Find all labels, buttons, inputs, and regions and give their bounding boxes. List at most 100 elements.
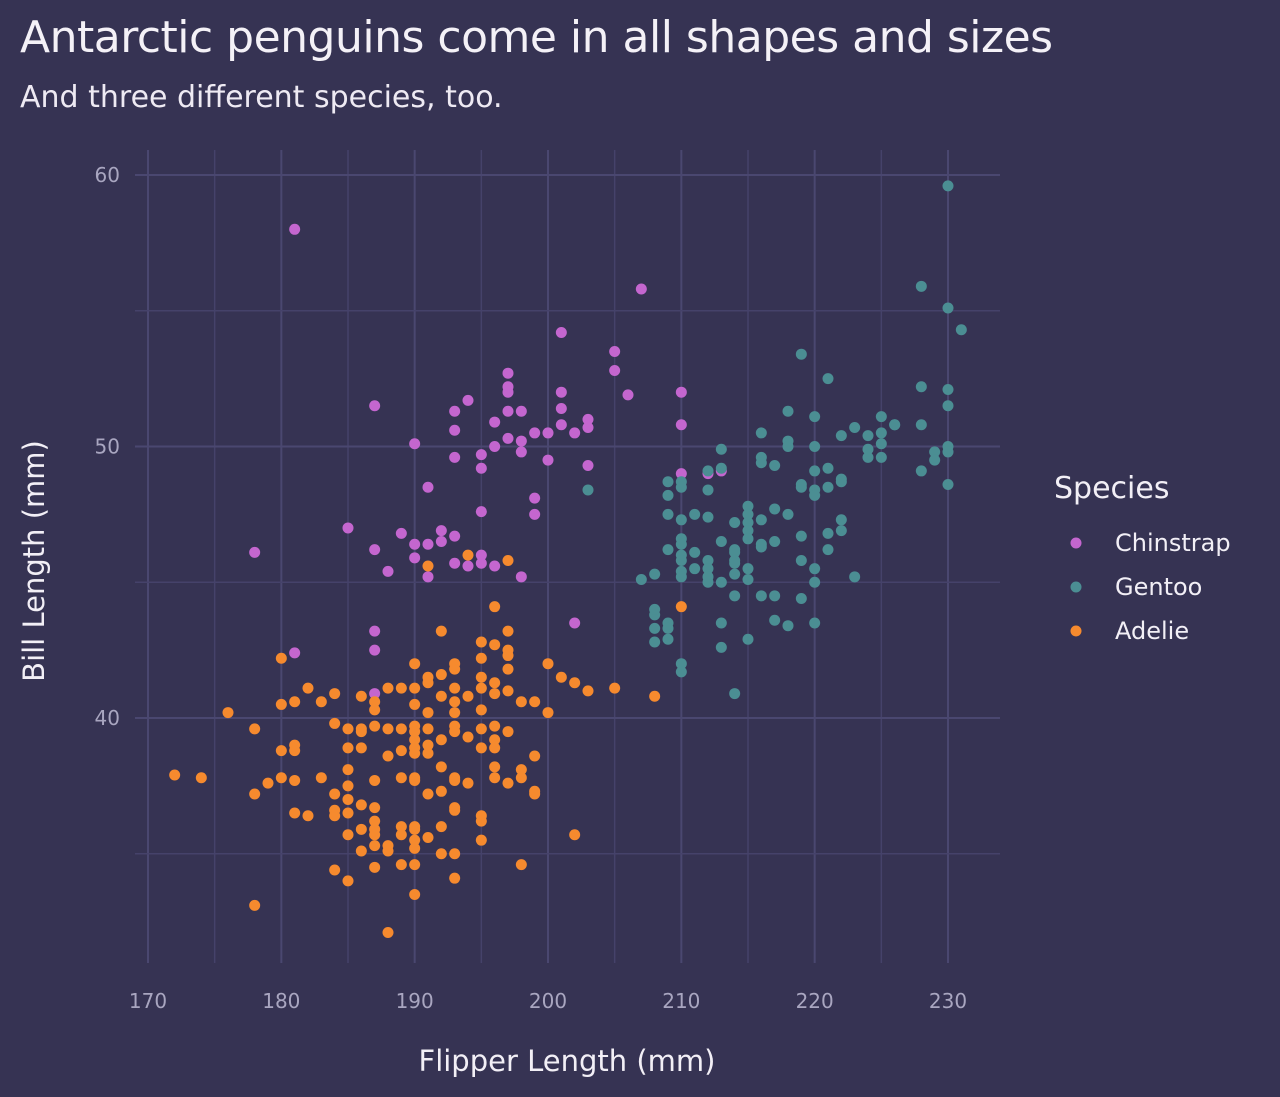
data-point-adelie: [289, 774, 301, 786]
data-point-gentoo: [809, 576, 821, 588]
data-point-adelie: [262, 777, 274, 789]
data-point-adelie: [249, 788, 261, 800]
data-point-gentoo: [742, 525, 754, 537]
data-point-chinstrap: [582, 460, 594, 472]
data-point-chinstrap: [555, 386, 567, 398]
data-point-adelie: [489, 677, 501, 689]
data-point-chinstrap: [582, 413, 594, 425]
x-tick-label: 230: [929, 989, 967, 1013]
data-point-adelie: [475, 652, 487, 664]
data-point-adelie: [515, 772, 527, 784]
data-point-adelie: [382, 845, 394, 857]
data-points: [169, 180, 967, 938]
data-point-adelie: [395, 723, 407, 735]
data-point-adelie: [529, 696, 541, 708]
data-point-chinstrap: [542, 427, 554, 439]
data-point-adelie: [489, 688, 501, 700]
data-point-adelie: [462, 731, 474, 743]
data-point-adelie: [435, 690, 447, 702]
data-point-adelie: [475, 834, 487, 846]
data-point-chinstrap: [422, 538, 434, 550]
data-point-adelie: [409, 821, 421, 833]
data-point-chinstrap: [475, 449, 487, 461]
data-point-adelie: [315, 696, 327, 708]
data-point-gentoo: [742, 517, 754, 529]
chart-subtitle: And three different species, too.: [20, 80, 503, 115]
data-point-gentoo: [662, 476, 674, 488]
data-point-adelie: [329, 717, 341, 729]
data-point-gentoo: [769, 614, 781, 626]
data-point-adelie: [502, 625, 514, 637]
data-point-adelie: [489, 772, 501, 784]
data-point-gentoo: [662, 508, 674, 520]
data-point-adelie: [395, 745, 407, 757]
data-point-chinstrap: [369, 688, 381, 700]
data-point-chinstrap: [475, 549, 487, 561]
data-point-chinstrap: [462, 560, 474, 572]
data-point-gentoo: [649, 603, 661, 615]
data-point-chinstrap: [555, 419, 567, 431]
data-point-adelie: [502, 777, 514, 789]
data-point-gentoo: [729, 546, 741, 558]
data-point-chinstrap: [249, 546, 261, 558]
legend-key-adelie: [1070, 625, 1082, 637]
data-point-adelie: [475, 815, 487, 827]
data-point-gentoo: [929, 454, 941, 466]
data-point-adelie: [409, 658, 421, 670]
data-point-chinstrap: [529, 492, 541, 504]
data-point-gentoo: [782, 441, 794, 452]
data-point-chinstrap: [635, 283, 647, 295]
data-point-adelie: [422, 788, 434, 800]
data-point-chinstrap: [502, 386, 514, 398]
legend-key-gentoo: [1070, 581, 1082, 593]
data-point-gentoo: [809, 441, 821, 452]
data-point-adelie: [515, 764, 527, 776]
legend-title: Species: [1054, 471, 1169, 506]
data-point-adelie: [422, 723, 434, 735]
data-point-gentoo: [835, 514, 847, 526]
data-point-adelie: [382, 926, 394, 938]
data-point-gentoo: [835, 476, 847, 488]
data-point-gentoo: [662, 489, 674, 501]
data-point-adelie: [342, 742, 354, 754]
data-point-adelie: [355, 690, 367, 702]
data-point-adelie: [409, 726, 421, 738]
data-point-adelie: [329, 788, 341, 800]
grid: [135, 150, 1000, 963]
data-point-adelie: [275, 745, 287, 757]
data-point-gentoo: [649, 636, 661, 648]
data-point-adelie: [395, 772, 407, 784]
data-point-chinstrap: [675, 419, 687, 431]
data-point-adelie: [355, 742, 367, 754]
data-point-gentoo: [809, 411, 821, 423]
data-point-chinstrap: [675, 468, 687, 480]
data-point-adelie: [502, 663, 514, 675]
data-point-chinstrap: [449, 530, 461, 542]
data-point-gentoo: [769, 503, 781, 515]
data-point-gentoo: [755, 590, 767, 602]
data-point-gentoo: [755, 427, 767, 439]
data-point-adelie: [529, 788, 541, 800]
data-point-adelie: [449, 726, 461, 738]
data-point-adelie: [489, 720, 501, 732]
data-point-adelie: [369, 704, 381, 716]
data-point-adelie: [342, 764, 354, 776]
data-point-adelie: [315, 772, 327, 784]
data-point-gentoo: [769, 536, 781, 548]
data-point-adelie: [382, 682, 394, 694]
data-point-chinstrap: [515, 435, 527, 447]
data-point-adelie: [289, 696, 301, 708]
x-tick-label: 200: [529, 989, 567, 1013]
data-point-gentoo: [649, 568, 661, 580]
data-point-chinstrap: [409, 552, 421, 564]
data-point-adelie: [502, 685, 514, 697]
data-point-gentoo: [729, 568, 741, 580]
data-point-adelie: [409, 682, 421, 694]
data-point-gentoo: [809, 563, 821, 575]
data-point-gentoo: [675, 666, 687, 678]
data-point-adelie: [542, 658, 554, 670]
data-point-adelie: [422, 739, 434, 751]
data-point-gentoo: [942, 479, 954, 491]
data-point-adelie: [275, 652, 287, 664]
data-point-chinstrap: [342, 522, 354, 534]
